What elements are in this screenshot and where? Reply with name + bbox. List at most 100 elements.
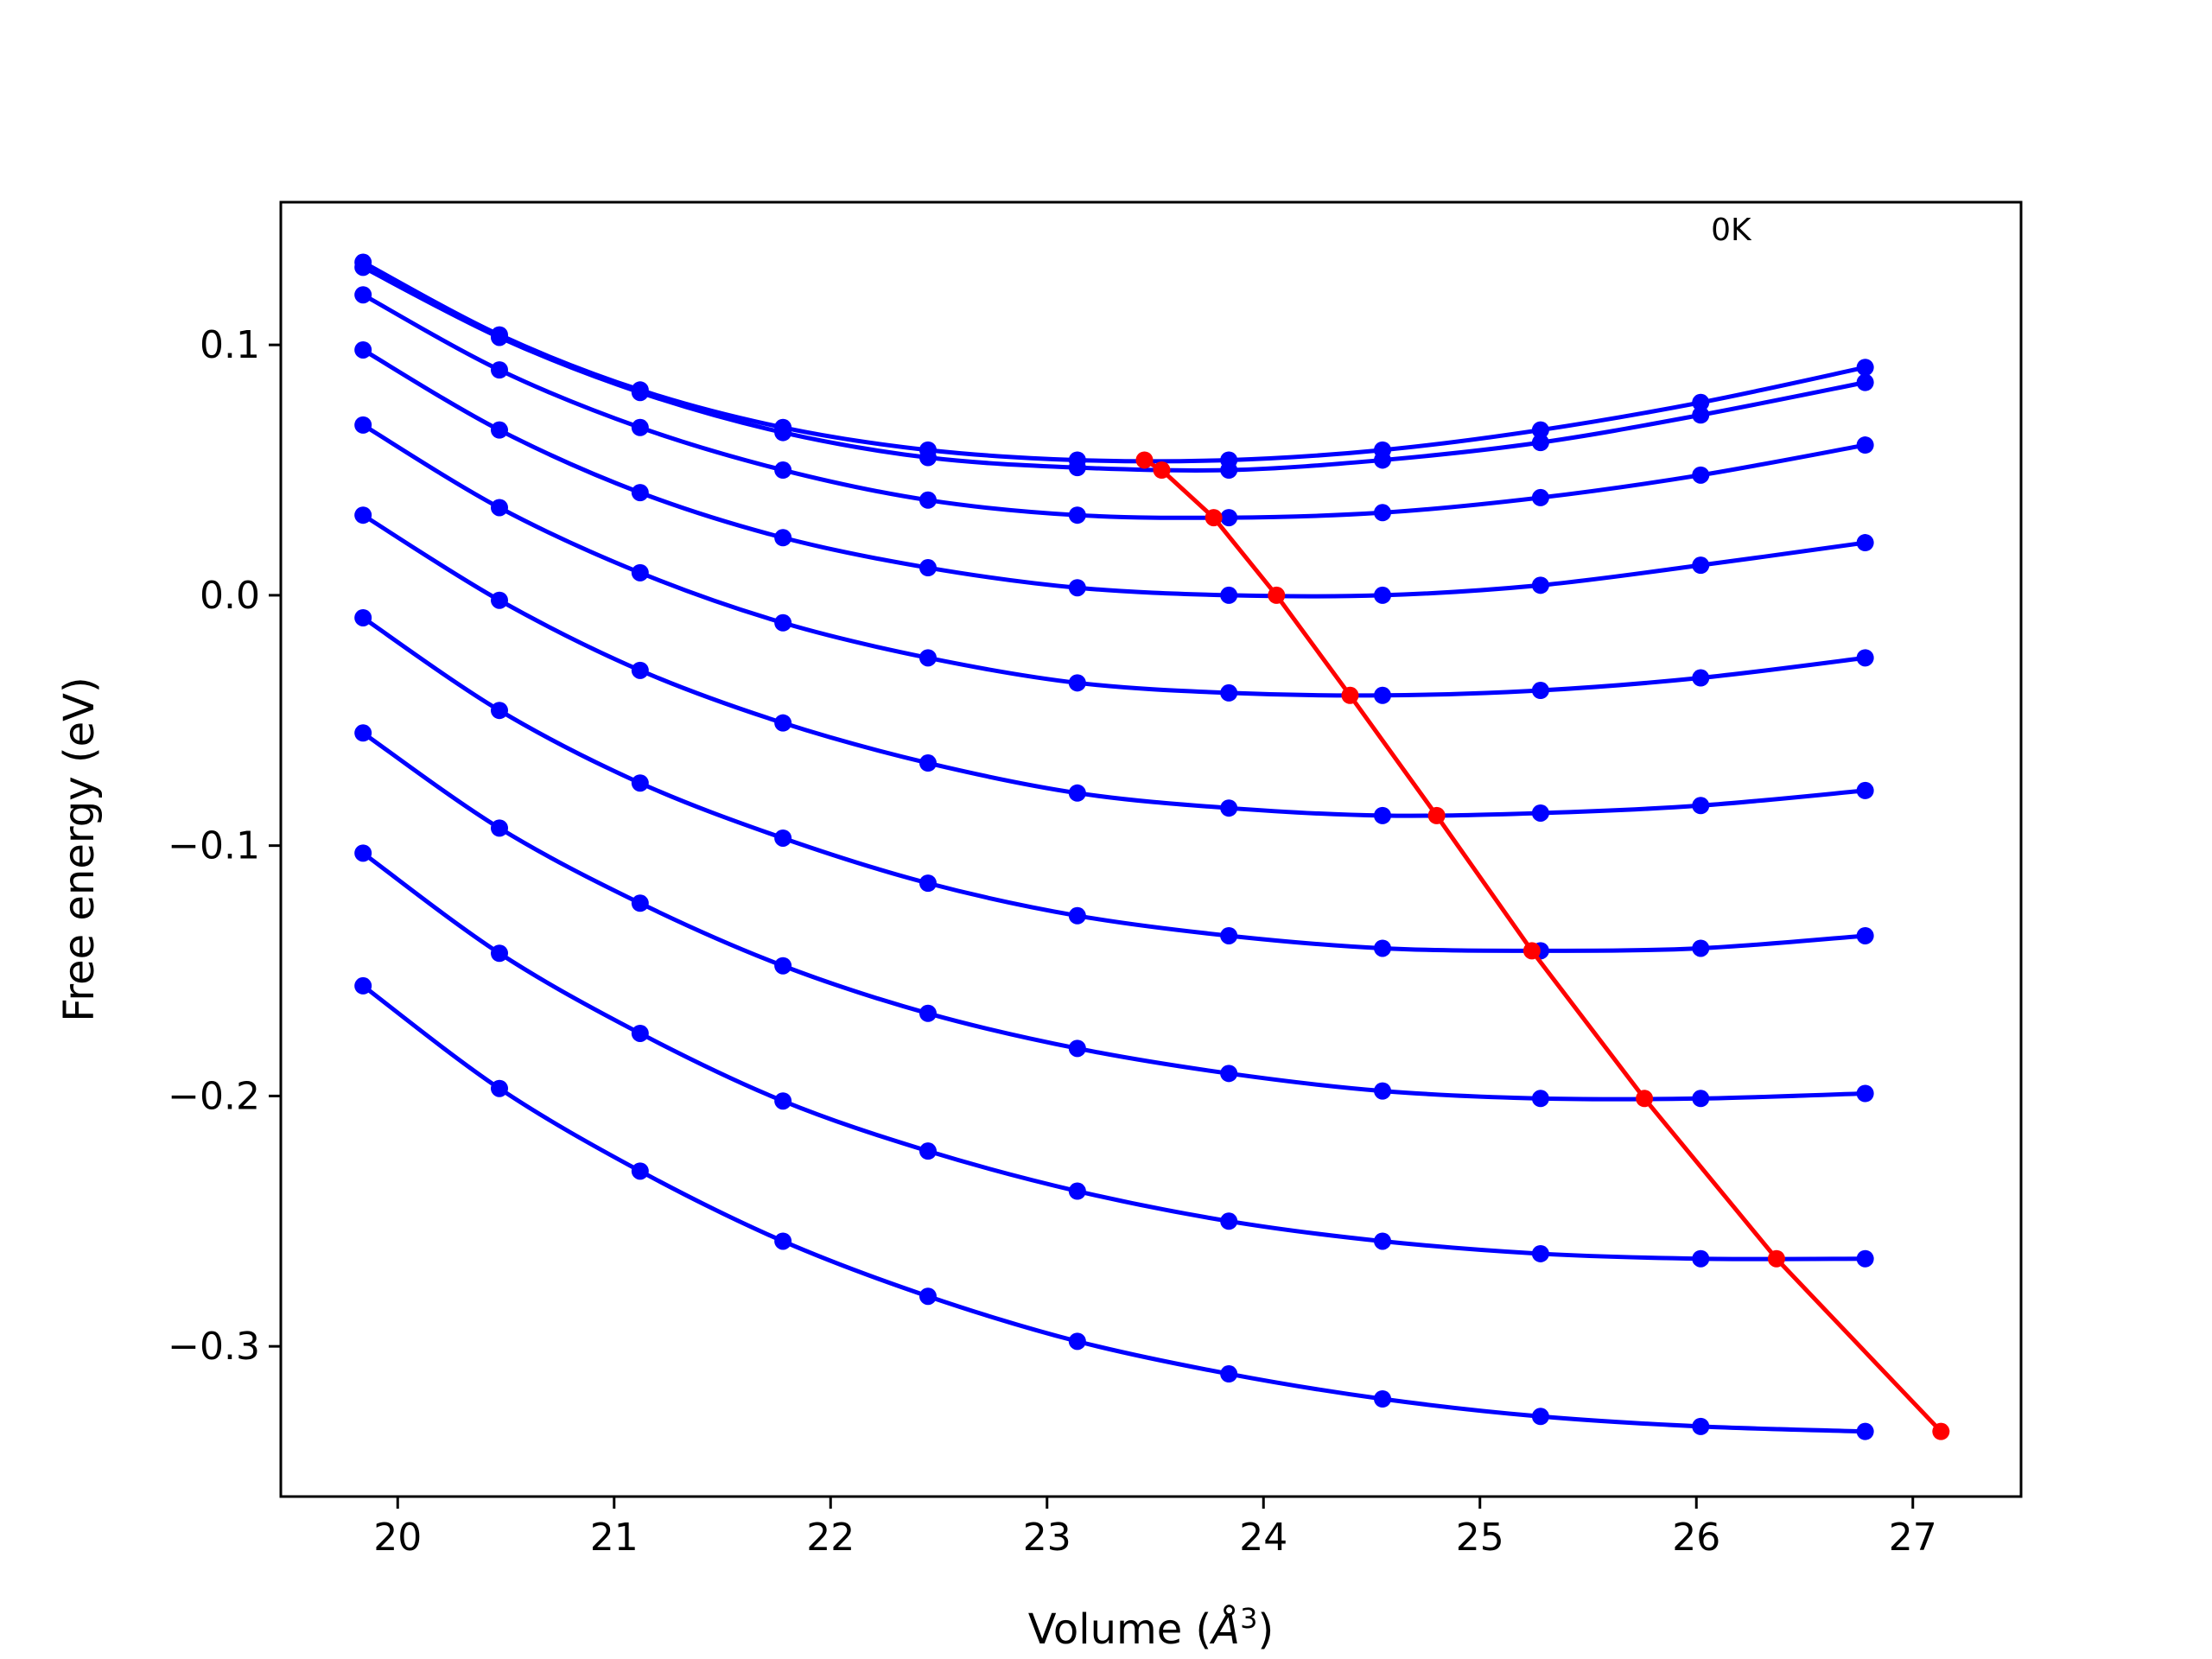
isotherm-point [1374,586,1392,604]
isotherm-series [354,286,1874,527]
isotherm-point [1531,434,1549,452]
isotherm-point [1374,451,1392,469]
isotherm-point [1374,806,1392,824]
x-tick-label: 27 [1889,1516,1937,1560]
minima-point [1636,1090,1654,1108]
isotherm-series [354,416,1874,704]
isotherm-point [1531,576,1549,594]
minima-point [1522,942,1541,960]
isotherm-point [1692,939,1710,957]
isotherm-point [631,484,649,502]
isotherm-point [1220,926,1238,944]
isotherm-point [1531,1090,1549,1108]
isotherm-point [1220,1365,1238,1383]
isotherm-point [1531,804,1549,822]
isotherm-point [354,724,372,742]
isotherm-point [1856,534,1874,552]
isotherm-point [1220,509,1238,527]
isotherm-point [1856,1422,1874,1440]
isotherm-point [1692,669,1710,687]
isotherm-point [1856,1084,1874,1103]
isotherm-point [1374,1082,1392,1100]
isotherm-point [1220,586,1238,604]
isotherm-point [354,340,372,359]
temperature-annotation: 0K [1711,213,1752,248]
isotherm-series [354,844,1874,1268]
isotherm-point [1856,926,1874,944]
x-axis-label: Volume (Å3) [1028,1602,1274,1654]
isotherm-point [1856,359,1874,377]
isotherm-point [774,613,792,632]
isotherm-point [774,423,792,442]
minima-point [1205,509,1223,527]
isotherm-series [354,724,1874,1108]
isotherm-point [631,563,649,582]
isotherm-point [1068,459,1086,477]
isotherm-point [631,894,649,912]
isotherm-point [918,874,937,893]
isotherm-point [1692,393,1710,411]
isotherm-point [491,702,508,720]
isotherm-point [491,944,508,963]
y-tick-label: −0.3 [168,1325,260,1369]
y-axis-label: Free energy (eV) [55,677,104,1021]
minima-point [1268,586,1286,604]
isotherm-point [491,361,508,379]
isotherm-point [1068,506,1086,524]
x-tick-label: 21 [590,1516,639,1560]
isotherm-point [918,559,937,577]
isotherm-point [491,499,508,517]
isotherm-point [1531,488,1549,506]
isotherm-point [1220,1065,1238,1083]
y-axis-ticks: −0.3 −0.2 −0.1 0.0 0.1 [168,323,281,1369]
isotherm-point [774,714,792,732]
isotherm-point [774,957,792,975]
isotherm-curves [354,253,1874,1440]
y-tick-label: −0.2 [168,1074,260,1118]
isotherm-point [1531,421,1549,439]
isotherm-point [491,591,508,609]
isotherm-point [1374,686,1392,704]
x-tick-label: 20 [373,1516,422,1560]
isotherm-point [1856,436,1874,454]
minima-point [1767,1249,1785,1268]
isotherm-point [1692,406,1710,424]
isotherm-point [918,649,937,667]
isotherm-point [491,421,508,439]
isotherm-point [1856,781,1874,799]
isotherm-point [918,754,937,772]
isotherm-point [1220,799,1238,817]
minima-line [1143,458,1943,1433]
x-tick-label: 22 [806,1516,855,1560]
isotherm-point [918,1004,937,1022]
isotherm-point [354,844,372,862]
isotherm-point [774,529,792,547]
isotherm-point [631,1024,649,1042]
isotherm-point [354,976,372,995]
isotherm-series [354,976,1874,1440]
x-tick-label: 25 [1456,1516,1504,1560]
isotherm-point [491,819,508,837]
isotherm-point [918,1287,937,1306]
isotherm-point [631,774,649,792]
isotherm-point [1068,579,1086,597]
isotherm-point [631,418,649,436]
isotherm-point [1374,504,1392,522]
isotherm-point [918,1142,937,1160]
isotherm-point [354,258,372,276]
plot-frame [279,200,2023,1498]
isotherm-point [1856,649,1874,667]
isotherm-point [1692,556,1710,575]
isotherm-point [1692,1417,1710,1435]
isotherm-point [1374,1232,1392,1250]
isotherm-point [1068,1332,1086,1351]
isotherm-point [1068,674,1086,692]
y-tick-label: −0.1 [168,824,260,868]
isotherm-point [354,506,372,524]
isotherm-point [918,448,937,467]
y-tick-label: 0.0 [200,574,260,618]
isotherm-point [1692,466,1710,484]
isotherm-point [1692,797,1710,815]
isotherm-point [1531,682,1549,700]
